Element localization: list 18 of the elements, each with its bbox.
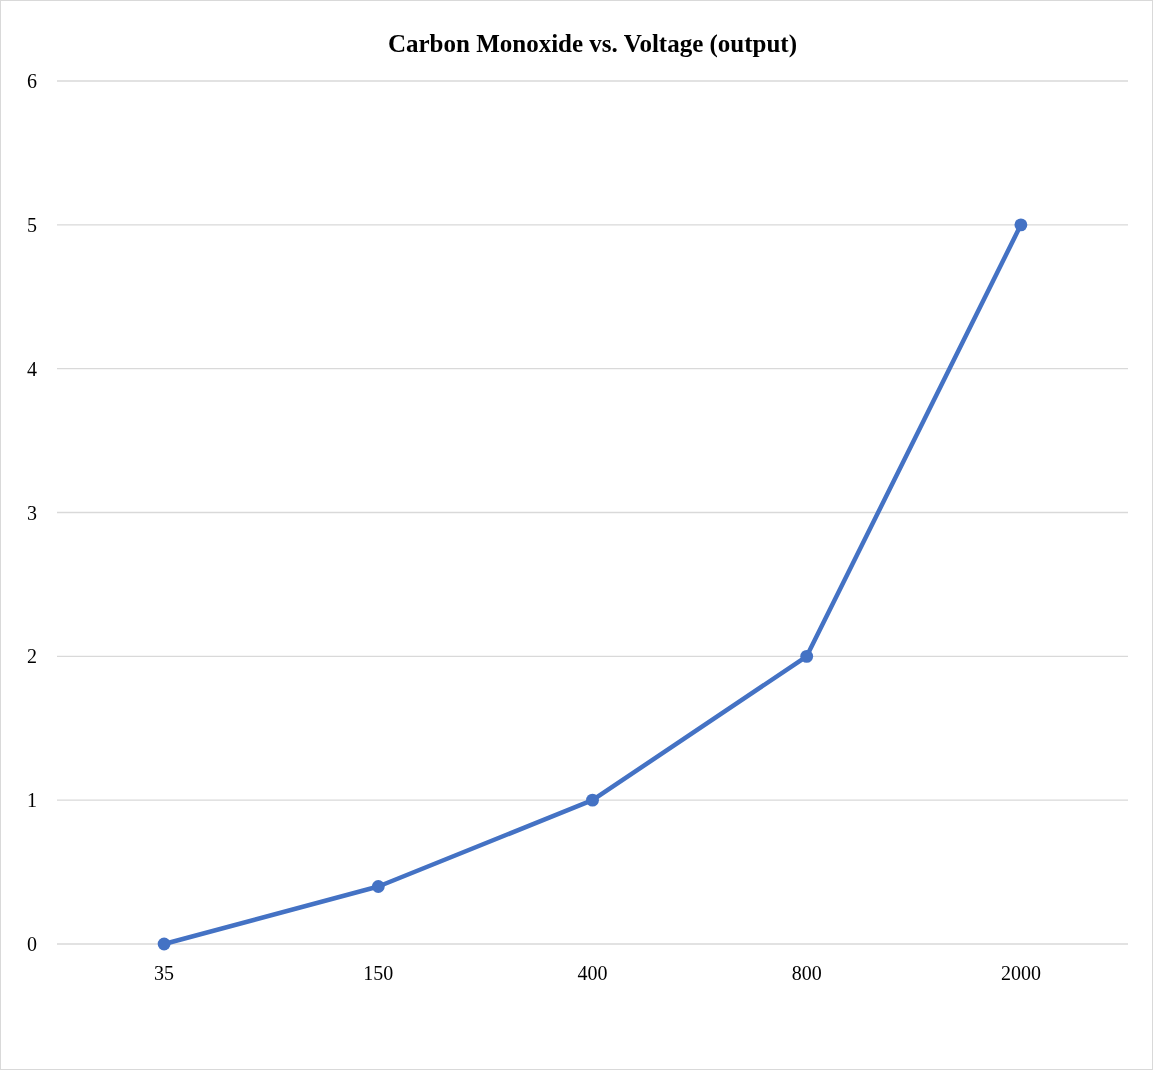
point (371, 880, 385, 893)
y-tick-label: 6 (27, 70, 37, 92)
y-tick-label: 2 (27, 645, 37, 668)
x-tick-label: 2000 (1000, 962, 1041, 984)
x-tick-label: 150 (363, 962, 394, 984)
point (586, 793, 599, 807)
point (1014, 218, 1028, 232)
x-tick-label: 400 (577, 962, 608, 984)
y-tick-label: 4 (27, 357, 37, 380)
x-tick-label: 35 (154, 962, 175, 984)
chart-title: Carbon Monoxide vs. Voltage (output) (387, 30, 798, 58)
y-tick-label: 0 (27, 933, 37, 955)
point (800, 649, 814, 663)
point (157, 937, 171, 951)
y-tick-label: 5 (27, 213, 37, 236)
y-tick-label: 3 (27, 501, 37, 524)
x-tick-label: 800 (791, 962, 822, 984)
y-tick-label: 1 (27, 789, 37, 812)
